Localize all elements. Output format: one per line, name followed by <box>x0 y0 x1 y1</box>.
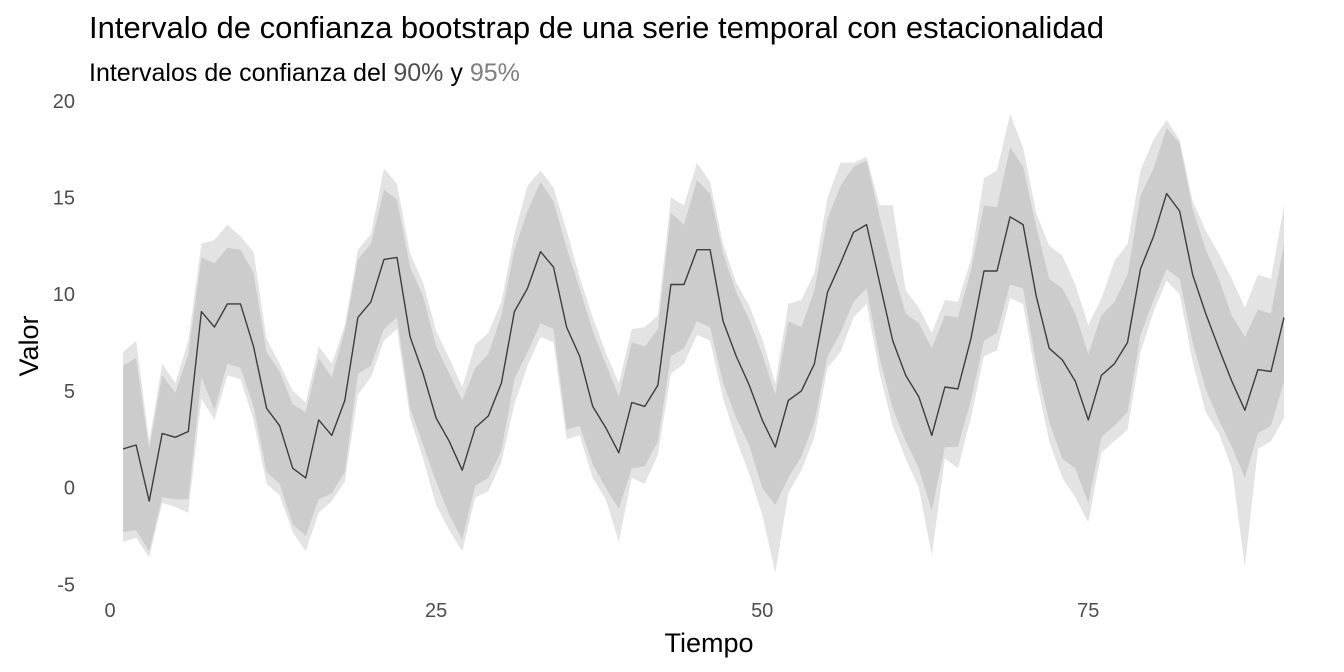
x-axis-title: Tiempo <box>664 628 753 658</box>
y-tick-label: -5 <box>57 574 75 596</box>
subtitle-prefix: Intervalos de confianza del <box>89 59 394 87</box>
y-tick-label: 15 <box>53 188 75 210</box>
chart-title: Intervalo de confianza bootstrap de una … <box>89 10 1105 45</box>
y-tick-label: 20 <box>53 91 75 113</box>
series-line-0 <box>122 192 1285 502</box>
subtitle-connector: y <box>443 59 470 87</box>
chart-subtitle: Intervalos de confianza del 90% y 95% <box>89 59 520 88</box>
x-tick-label: 25 <box>425 600 447 622</box>
x-tick-label: 50 <box>751 600 773 622</box>
ci-90-band <box>123 127 1285 552</box>
ci-90-layer <box>123 127 1285 552</box>
subtitle-level-95: 95% <box>469 59 520 87</box>
x-tick-label: 0 <box>104 600 115 622</box>
x-tick-label: 75 <box>1077 600 1099 622</box>
y-axis-title: Valor <box>14 315 44 376</box>
y-tick-label: 10 <box>53 284 75 306</box>
y-tick-label: 0 <box>64 478 75 500</box>
series-layer <box>122 192 1285 502</box>
y-tick-label: 5 <box>64 381 75 403</box>
subtitle-level-90: 90% <box>393 59 444 87</box>
y-axis-ticks: -5 0 5 10 15 20 <box>53 91 75 596</box>
x-axis-ticks: 0 25 50 75 <box>104 600 1099 622</box>
